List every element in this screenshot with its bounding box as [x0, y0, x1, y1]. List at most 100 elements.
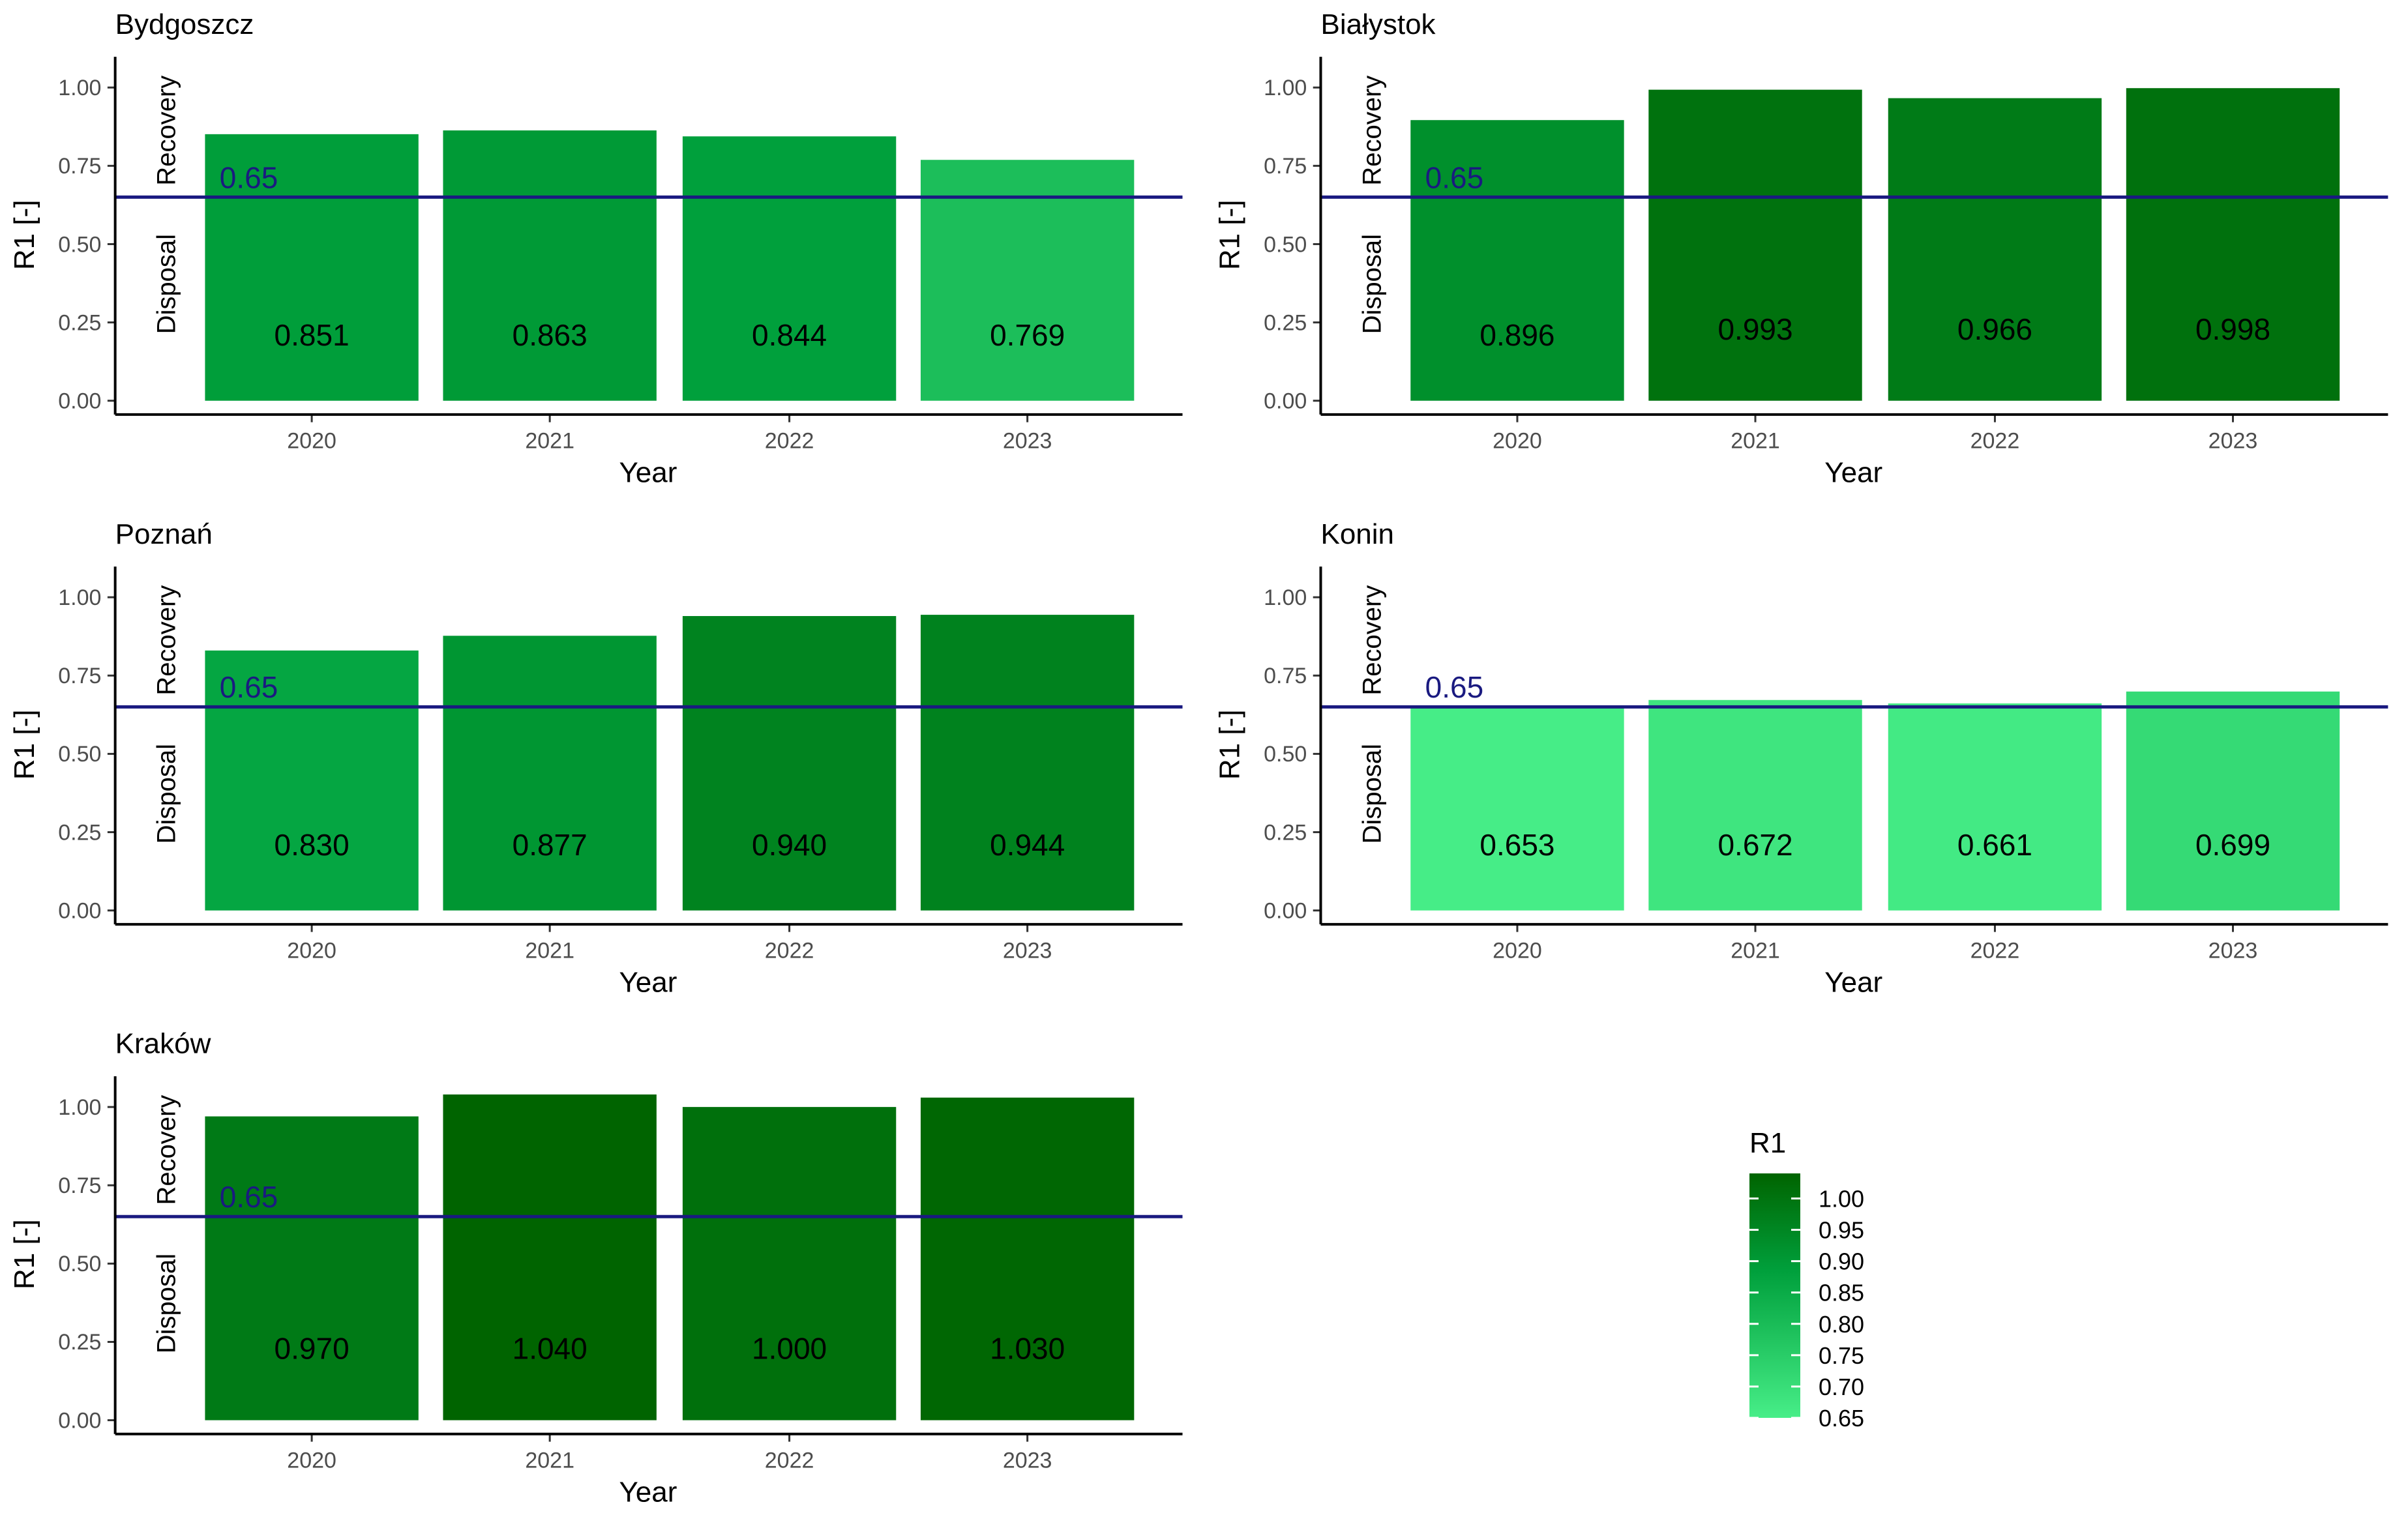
legend-tick-label: 1.00	[1819, 1185, 1864, 1212]
x-tick-label: 2022	[765, 429, 814, 454]
x-axis-title: Year	[619, 1476, 677, 1508]
bar-value-label: 0.844	[752, 318, 827, 352]
bar-2022	[682, 1107, 897, 1420]
y-tick-label: 1.00	[58, 1095, 101, 1120]
panel-title: Poznań	[115, 518, 213, 550]
legend-title: R1	[1749, 1127, 1786, 1159]
y-axis-title: R1 [-]	[8, 709, 40, 780]
y-tick-label: 0.25	[58, 820, 101, 845]
x-tick-label: 2023	[1003, 1449, 1052, 1473]
y-axis-title: R1 [-]	[1214, 709, 1246, 780]
bar-value-label: 0.877	[513, 828, 587, 862]
bar-value-label: 0.699	[2195, 828, 2270, 862]
y-tick-label: 0.50	[58, 1252, 101, 1276]
bar-2022	[682, 136, 897, 401]
x-tick-label: 2021	[525, 1449, 574, 1473]
bar-2021	[443, 1094, 657, 1420]
bar-value-label: 0.896	[1479, 318, 1554, 352]
bar-2021	[1648, 699, 1862, 911]
bar-value-label: 0.672	[1717, 828, 1792, 862]
y-axis-title: R1 [-]	[1214, 200, 1246, 271]
x-tick-label: 2022	[1970, 939, 2020, 963]
x-tick-label: 2020	[287, 939, 336, 963]
panel-1: Bydgoszcz 0.00 0.25 0.50 0.75 1.00 R1 [-] Recov…	[8, 8, 1183, 489]
bar-2020	[205, 1116, 419, 1420]
x-tick-label: 2023	[2208, 939, 2258, 963]
panel-title: Białystok	[1320, 8, 1436, 40]
y-axis-title: R1 [-]	[8, 1219, 40, 1289]
bar-2021	[443, 636, 657, 911]
bar-value-label: 0.966	[1957, 312, 2032, 346]
recovery-zone-label: Recovery	[1358, 76, 1386, 186]
y-tick-label: 0.25	[1264, 310, 1307, 335]
legend-tick-label: 0.85	[1819, 1280, 1864, 1306]
bar-value-label: 0.944	[990, 828, 1065, 862]
bar-2021	[443, 130, 657, 401]
bar-value-label: 0.851	[275, 318, 349, 352]
panel-title: Kraków	[115, 1028, 211, 1060]
legend-colorbar	[1749, 1173, 1800, 1418]
bar-2021	[1648, 89, 1862, 401]
bar-2022	[682, 616, 897, 911]
bar-value-label: 0.661	[1957, 828, 2032, 862]
disposal-zone-label: Disposal	[1358, 234, 1386, 334]
y-tick-label: 0.00	[1264, 898, 1307, 923]
y-tick-label: 0.00	[58, 389, 101, 413]
panel-3: Poznań 0.00 0.25 0.50 0.75 1.00 R1 [-] Recovery…	[8, 518, 1183, 998]
threshold-label: 0.65	[1425, 670, 1484, 704]
y-tick-label: 0.75	[1264, 154, 1307, 179]
bar-2023	[920, 615, 1135, 911]
bar-value-label: 0.998	[2195, 312, 2270, 346]
x-tick-label: 2021	[525, 939, 574, 963]
y-tick-label: 1.00	[1264, 585, 1307, 610]
y-tick-label: 1.00	[58, 76, 101, 100]
x-tick-label: 2020	[1493, 939, 1542, 963]
y-tick-label: 0.00	[58, 898, 101, 923]
y-tick-label: 0.25	[58, 310, 101, 335]
x-tick-label: 2023	[2208, 429, 2258, 454]
recovery-zone-label: Recovery	[152, 76, 181, 186]
bar-2022	[1888, 703, 2102, 911]
bar-value-label: 0.940	[752, 828, 827, 862]
bar-value-label: 1.030	[990, 1332, 1065, 1366]
bar-2020	[205, 650, 419, 911]
y-tick-label: 0.00	[58, 1408, 101, 1433]
bar-value-label: 0.653	[1479, 828, 1554, 862]
y-tick-label: 0.75	[1264, 664, 1307, 688]
disposal-zone-label: Disposal	[152, 1254, 181, 1353]
y-axis-title: R1 [-]	[8, 200, 40, 271]
y-tick-label: 0.50	[58, 232, 101, 257]
x-tick-label: 2020	[1493, 429, 1542, 454]
panel-5: Kraków 0.00 0.25 0.50 0.75 1.00 R1 [-] Recovery…	[8, 1028, 1183, 1508]
y-tick-label: 1.00	[58, 585, 101, 610]
bar-value-label: 1.040	[513, 1332, 587, 1366]
bar-value-label: 0.970	[275, 1332, 349, 1366]
legend-tick-label: 0.75	[1819, 1342, 1864, 1369]
disposal-zone-label: Disposal	[152, 234, 181, 334]
color-legend: R1 1.00 0.95 0.90 0.85 0.80 0.75 0.70 0.65	[1749, 1127, 1864, 1432]
x-tick-label: 2021	[1731, 939, 1780, 963]
bar-value-label: 0.769	[990, 318, 1065, 352]
y-tick-label: 0.25	[58, 1330, 101, 1355]
legend-tick-label: 0.70	[1819, 1374, 1864, 1400]
bar-2020	[205, 134, 419, 401]
y-tick-label: 0.25	[1264, 820, 1307, 845]
recovery-zone-label: Recovery	[1358, 585, 1386, 696]
x-axis-title: Year	[1824, 457, 1882, 489]
x-axis-title: Year	[1824, 966, 1882, 998]
y-tick-label: 0.50	[58, 742, 101, 767]
bar-2020	[1410, 705, 1624, 911]
x-tick-label: 2022	[765, 1449, 814, 1473]
bar-2020	[1410, 120, 1624, 401]
legend-tick-label: 0.80	[1819, 1311, 1864, 1338]
y-tick-label: 0.75	[58, 664, 101, 688]
bar-value-label: 0.993	[1717, 312, 1792, 346]
x-tick-label: 2023	[1003, 429, 1052, 454]
legend-tick-label: 0.65	[1819, 1405, 1864, 1432]
legend-tick-label: 0.95	[1819, 1217, 1864, 1244]
bar-2023	[2126, 691, 2340, 911]
panel-title: Bydgoszcz	[115, 8, 254, 40]
recovery-zone-label: Recovery	[152, 1095, 181, 1205]
x-tick-label: 2022	[765, 939, 814, 963]
